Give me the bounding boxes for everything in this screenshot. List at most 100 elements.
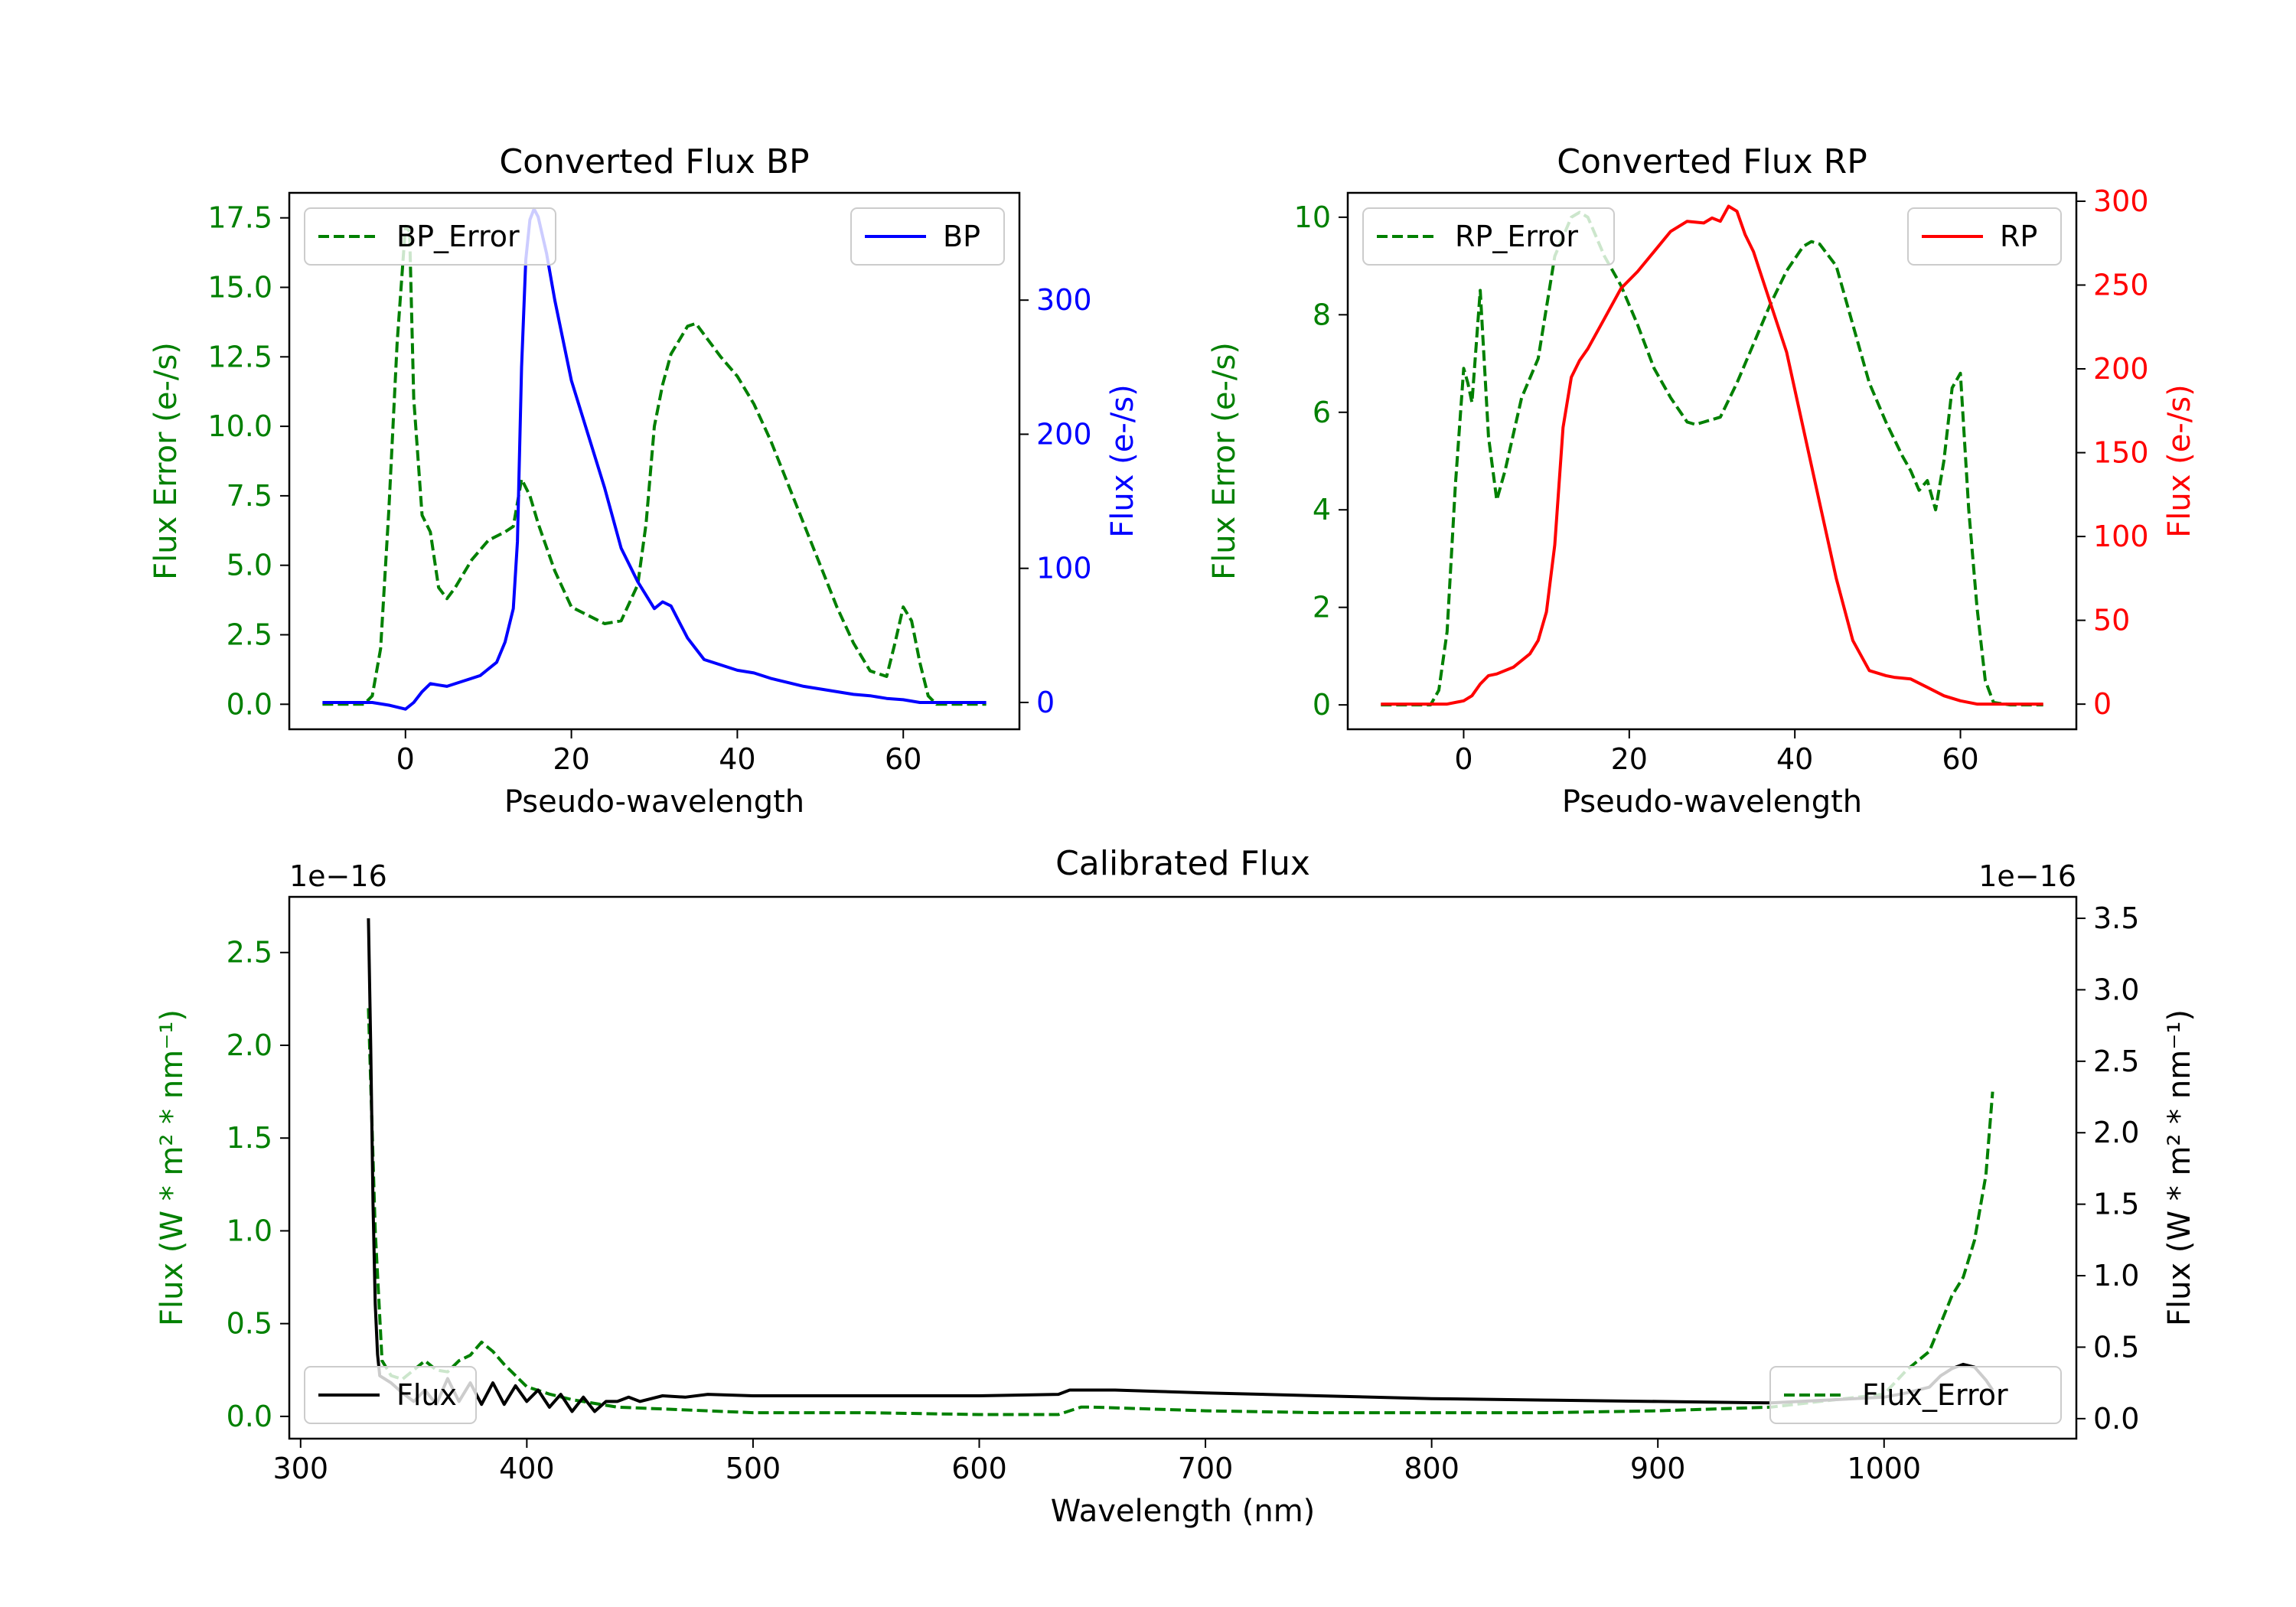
chart-title: Calibrated Flux <box>1055 844 1310 883</box>
legend-rp: RP <box>1907 207 2062 266</box>
legend-label: RP_Error <box>1455 220 1578 253</box>
x-tick-label: 20 <box>1611 742 1648 776</box>
legend-box <box>1769 1366 2062 1424</box>
y-right-tick-label: 0.5 <box>2093 1330 2139 1364</box>
x-tick-label: 500 <box>726 1452 781 1485</box>
y-right-tick-label: 3.0 <box>2093 973 2139 1006</box>
chart-title: Converted Flux BP <box>499 142 809 181</box>
y-right-axis-label: Flux (W * m² * nm⁻¹) <box>2162 1009 2197 1326</box>
y-right-tick-label: 1.0 <box>2093 1259 2139 1292</box>
y-left-tick-label: 6 <box>1313 396 1331 429</box>
y-right-tick-label: 200 <box>2093 352 2149 386</box>
y-left-tick-label: 2.5 <box>227 618 272 652</box>
legend-box <box>1362 207 1615 266</box>
chart-rp: Converted Flux RP0 20 40 600246810050100150… <box>1207 142 2197 820</box>
legend-flux: Flux <box>304 1366 477 1424</box>
series-line-flux <box>367 918 1994 1413</box>
y-left-tick-label: 0.0 <box>227 687 272 721</box>
y-right-tick-label: 2.5 <box>2093 1045 2139 1078</box>
x-axis-label: Pseudo-wavelength <box>1562 784 1862 820</box>
y-left-axis-label: Flux (W * m² * nm⁻¹) <box>155 1009 190 1326</box>
y-left-tick-label: 4 <box>1313 493 1331 526</box>
plot-frame <box>288 895 2078 1440</box>
legend-label: BP <box>943 220 980 253</box>
x-tick-label: 40 <box>1776 742 1813 776</box>
legend-flux-error: Flux_Error <box>1769 1366 2062 1424</box>
y-left-axis-label: Flux Error (e-/s) <box>1207 342 1242 580</box>
x-tick-label: 900 <box>1630 1452 1686 1485</box>
y-right-tick-label: 0 <box>1036 686 1055 719</box>
series-line-rp-error <box>1381 210 2043 707</box>
y-left-tick-label: 8 <box>1313 298 1331 331</box>
x-axis-label: Wavelength (nm) <box>1051 1494 1316 1529</box>
y-left-tick-label: 2.5 <box>227 936 272 970</box>
x-tick-label: 20 <box>553 742 589 776</box>
y-left-tick-label: 0.0 <box>227 1400 272 1433</box>
y-left-tick-label: 2.0 <box>227 1028 272 1062</box>
legend-box <box>304 207 556 266</box>
y-right-tick-label: 100 <box>1036 552 1092 585</box>
y-left-tick-label: 5.0 <box>227 549 272 582</box>
x-tick-label: 0 <box>1454 742 1473 776</box>
y-right-tick-label: 50 <box>2093 604 2130 637</box>
series-line-rp <box>1381 204 2043 706</box>
y-right-tick-label: 1.5 <box>2093 1188 2139 1221</box>
y-left-tick-label: 1.5 <box>227 1121 272 1155</box>
legend-bp: BP <box>850 207 1005 266</box>
legend-box <box>304 1366 477 1424</box>
plot-frame <box>1346 191 2078 731</box>
x-tick-label: 600 <box>951 1452 1007 1485</box>
y-right-tick-label: 200 <box>1036 417 1092 451</box>
plot-frame <box>288 191 1021 731</box>
y-right-tick-label: 300 <box>2093 184 2149 218</box>
y-right-tick-label: 150 <box>2093 436 2149 470</box>
legend-box <box>1907 207 2062 266</box>
y-left-tick-label: 10.0 <box>207 409 272 443</box>
y-left-tick-label: 10 <box>1294 200 1331 234</box>
legend-bp-error: BP_Error <box>304 207 556 266</box>
y-left-tick-label: 17.5 <box>207 201 272 235</box>
legend-label: RP <box>2000 220 2037 253</box>
legend-box <box>850 207 1005 266</box>
x-tick-label: 400 <box>499 1452 555 1485</box>
x-tick-label: 0 <box>396 742 415 776</box>
y-left-tick-label: 2 <box>1313 591 1331 624</box>
series-line-bp-error <box>322 224 987 706</box>
legend-label: BP_Error <box>396 220 520 253</box>
y-right-tick-label: 2.0 <box>2093 1116 2139 1149</box>
x-tick-label: 700 <box>1178 1452 1234 1485</box>
y-right-axis-label: Flux (e-/s) <box>1105 384 1140 537</box>
y-left-axis-label: Flux Error (e-/s) <box>148 342 184 580</box>
y-right-tick-label: 300 <box>1036 283 1092 317</box>
legend-label: Flux <box>396 1378 457 1412</box>
chart-title: Converted Flux RP <box>1557 142 1867 181</box>
x-tick-label: 300 <box>273 1452 329 1485</box>
y-left-tick-label: 0.5 <box>227 1307 272 1341</box>
y-right-tick-label: 100 <box>2093 520 2149 553</box>
y-right-tick-label: 0 <box>2093 687 2112 721</box>
y-left-offset-label: 1e−16 <box>289 859 387 893</box>
y-right-offset-label: 1e−16 <box>1978 859 2076 893</box>
x-tick-label: 40 <box>719 742 755 776</box>
y-left-tick-label: 1.0 <box>227 1214 272 1247</box>
y-right-tick-label: 0.0 <box>2093 1402 2139 1436</box>
y-left-tick-label: 15.0 <box>207 270 272 304</box>
y-left-tick-label: 7.5 <box>227 479 272 513</box>
y-right-tick-label: 3.5 <box>2093 901 2139 935</box>
y-left-tick-label: 0 <box>1313 688 1331 722</box>
x-tick-label: 1000 <box>1847 1452 1921 1485</box>
x-axis-label: Pseudo-wavelength <box>504 784 804 820</box>
x-tick-label: 60 <box>885 742 921 776</box>
x-tick-label: 800 <box>1404 1452 1459 1485</box>
legend-rp-error: RP_Error <box>1362 207 1615 266</box>
x-tick-label: 60 <box>1942 742 1978 776</box>
y-right-tick-label: 250 <box>2093 268 2149 302</box>
series-line-bp <box>322 207 987 711</box>
y-right-axis-label: Flux (e-/s) <box>2162 384 2197 537</box>
y-left-tick-label: 12.5 <box>207 340 272 373</box>
chart-bp: Converted Flux BP 0 20 40 60 0.0 2.5 5.0 7.5 10.0… <box>148 142 1140 820</box>
chart-calibrated: Calibrated Flux 300 400 500 600 700 800 900 1000… <box>155 844 2197 1529</box>
legend-label: Flux_Error <box>1862 1378 2008 1412</box>
series-line-flux-error <box>367 1008 1994 1416</box>
